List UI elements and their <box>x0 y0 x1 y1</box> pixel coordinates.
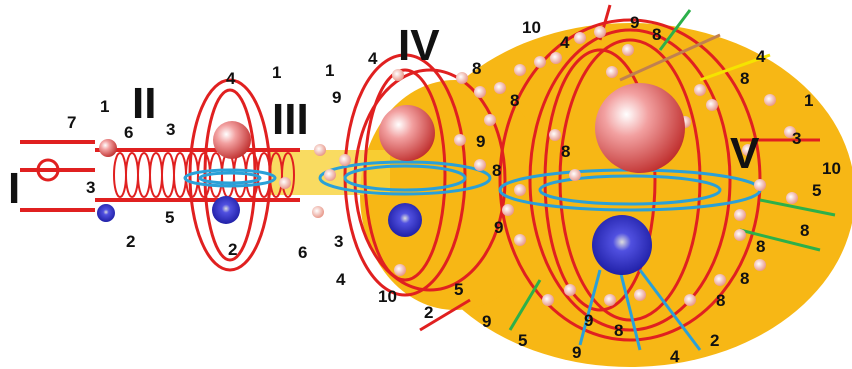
number-label: 8 <box>740 69 749 88</box>
particle <box>714 274 726 286</box>
number-label: 6 <box>124 123 133 142</box>
particle <box>764 94 776 106</box>
number-label: 4 <box>226 69 236 88</box>
stage-label: III <box>272 95 309 144</box>
number-label: 8 <box>716 291 725 310</box>
particle <box>394 264 406 276</box>
number-label: 10 <box>378 287 397 306</box>
number-label: 1 <box>272 63 281 82</box>
particle <box>542 294 554 306</box>
number-label: 3 <box>86 178 95 197</box>
particle <box>474 86 486 98</box>
particle <box>312 206 324 218</box>
particle <box>279 177 291 189</box>
particle <box>339 154 351 166</box>
number-label: 9 <box>476 132 485 151</box>
number-label: 2 <box>228 240 237 259</box>
particle <box>549 129 561 141</box>
number-label: 2 <box>424 303 433 322</box>
particle <box>392 69 404 81</box>
coil <box>126 153 138 197</box>
number-label: 1 <box>325 61 334 80</box>
number-label: 9 <box>494 218 503 237</box>
number-label: 8 <box>492 161 501 180</box>
number-label: 9 <box>584 311 593 330</box>
particle <box>594 26 606 38</box>
particle <box>514 64 526 76</box>
particle <box>754 179 766 191</box>
particle <box>622 44 634 56</box>
stage-label: I <box>8 164 20 213</box>
number-label: 10 <box>822 159 841 178</box>
number-label: 9 <box>332 88 341 107</box>
particle <box>514 234 526 246</box>
number-label: 2 <box>126 232 135 251</box>
particle <box>684 294 696 306</box>
number-label: 1 <box>100 97 109 116</box>
number-label: 2 <box>710 331 719 350</box>
number-label: 7 <box>67 113 76 132</box>
coil <box>150 153 162 197</box>
number-label: 3 <box>792 129 801 148</box>
particle <box>606 66 618 78</box>
particle <box>634 289 646 301</box>
stage-label: IV <box>398 21 440 70</box>
number-label: 9 <box>482 312 491 331</box>
particle <box>534 56 546 68</box>
number-label: 8 <box>561 142 570 161</box>
particle <box>564 284 576 296</box>
particle <box>456 72 468 84</box>
number-label: 8 <box>614 321 623 340</box>
coil <box>114 153 126 197</box>
coil <box>138 153 150 197</box>
number-label: 4 <box>756 47 766 66</box>
particle <box>706 99 718 111</box>
number-label: 4 <box>670 347 680 366</box>
number-label: 8 <box>472 59 481 78</box>
particle <box>494 82 506 94</box>
number-label: 5 <box>518 331 527 350</box>
coil <box>162 153 174 197</box>
particle <box>734 209 746 221</box>
particle <box>569 169 581 181</box>
particle <box>734 229 746 241</box>
particle <box>454 134 466 146</box>
number-label: 8 <box>510 91 519 110</box>
particle <box>574 32 586 44</box>
coil <box>222 153 234 197</box>
number-label: 5 <box>454 280 463 299</box>
particle <box>484 114 496 126</box>
particle <box>502 204 514 216</box>
number-label: 4 <box>560 33 570 52</box>
particle <box>474 159 486 171</box>
number-label: 1 <box>804 91 813 110</box>
number-label: 9 <box>630 13 639 32</box>
number-label: 4 <box>336 270 346 289</box>
particle <box>514 184 526 196</box>
number-label: 3 <box>166 120 175 139</box>
particle <box>694 84 706 96</box>
number-label: 10 <box>522 18 541 37</box>
number-label: 3 <box>334 232 343 251</box>
particle <box>314 144 326 156</box>
number-label: 5 <box>165 208 174 227</box>
particle <box>754 259 766 271</box>
stage-label: V <box>730 129 760 178</box>
number-label: 5 <box>812 181 821 200</box>
number-label: 8 <box>652 25 661 44</box>
stage-label: II <box>132 79 156 128</box>
diagram: IIIIIIIVV7163241352614934102599889881049… <box>0 0 852 369</box>
number-label: 8 <box>800 221 809 240</box>
number-label: 4 <box>368 49 378 68</box>
coil <box>174 153 186 197</box>
number-label: 8 <box>756 237 765 256</box>
number-label: 9 <box>572 343 581 362</box>
particle <box>550 52 562 64</box>
particle <box>604 294 616 306</box>
particle <box>324 169 336 181</box>
number-label: 8 <box>740 269 749 288</box>
particle <box>786 192 798 204</box>
number-label: 6 <box>298 243 307 262</box>
